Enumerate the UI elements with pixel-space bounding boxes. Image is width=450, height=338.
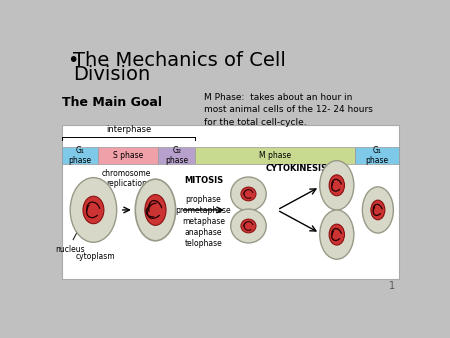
Text: The Main Goal: The Main Goal — [63, 96, 162, 109]
Text: S phase: S phase — [113, 151, 143, 160]
Ellipse shape — [231, 177, 266, 211]
Text: CYTOKINESIS: CYTOKINESIS — [266, 164, 328, 173]
Bar — [98, 147, 158, 164]
Bar — [355, 147, 399, 164]
Ellipse shape — [320, 210, 354, 259]
Ellipse shape — [145, 195, 166, 225]
Text: M Phase:  takes about an hour in
most animal cells of the 12- 24 hours
for the t: M Phase: takes about an hour in most ani… — [203, 93, 373, 127]
Ellipse shape — [241, 187, 256, 201]
Ellipse shape — [371, 200, 385, 220]
Text: interphase: interphase — [106, 125, 152, 135]
Bar — [63, 125, 399, 279]
Text: cytoplasm: cytoplasm — [75, 251, 115, 261]
Ellipse shape — [231, 209, 266, 243]
Text: chromosome
replication: chromosome replication — [102, 169, 152, 188]
Ellipse shape — [362, 187, 393, 233]
Ellipse shape — [70, 178, 117, 242]
Bar — [158, 147, 195, 164]
Ellipse shape — [83, 196, 104, 224]
Text: G₂
phase: G₂ phase — [165, 146, 189, 165]
Bar — [195, 147, 355, 164]
Ellipse shape — [135, 179, 176, 241]
Text: prophase
prometaphase
metaphase
anaphase
telophase: prophase prometaphase metaphase anaphase… — [176, 195, 231, 248]
Text: G₁
phase: G₁ phase — [68, 146, 92, 165]
Ellipse shape — [329, 224, 344, 245]
Text: G₁
phase: G₁ phase — [365, 146, 388, 165]
Text: MITOSIS: MITOSIS — [184, 176, 223, 185]
Text: M phase: M phase — [259, 151, 291, 160]
Text: The Mechanics of Cell: The Mechanics of Cell — [73, 51, 286, 70]
Text: Division: Division — [73, 65, 151, 84]
Ellipse shape — [329, 175, 344, 196]
Ellipse shape — [320, 161, 354, 210]
Text: nucleus: nucleus — [55, 245, 85, 255]
Bar — [63, 147, 98, 164]
Text: •: • — [67, 51, 78, 70]
Text: 1: 1 — [389, 281, 395, 291]
Ellipse shape — [241, 219, 256, 233]
